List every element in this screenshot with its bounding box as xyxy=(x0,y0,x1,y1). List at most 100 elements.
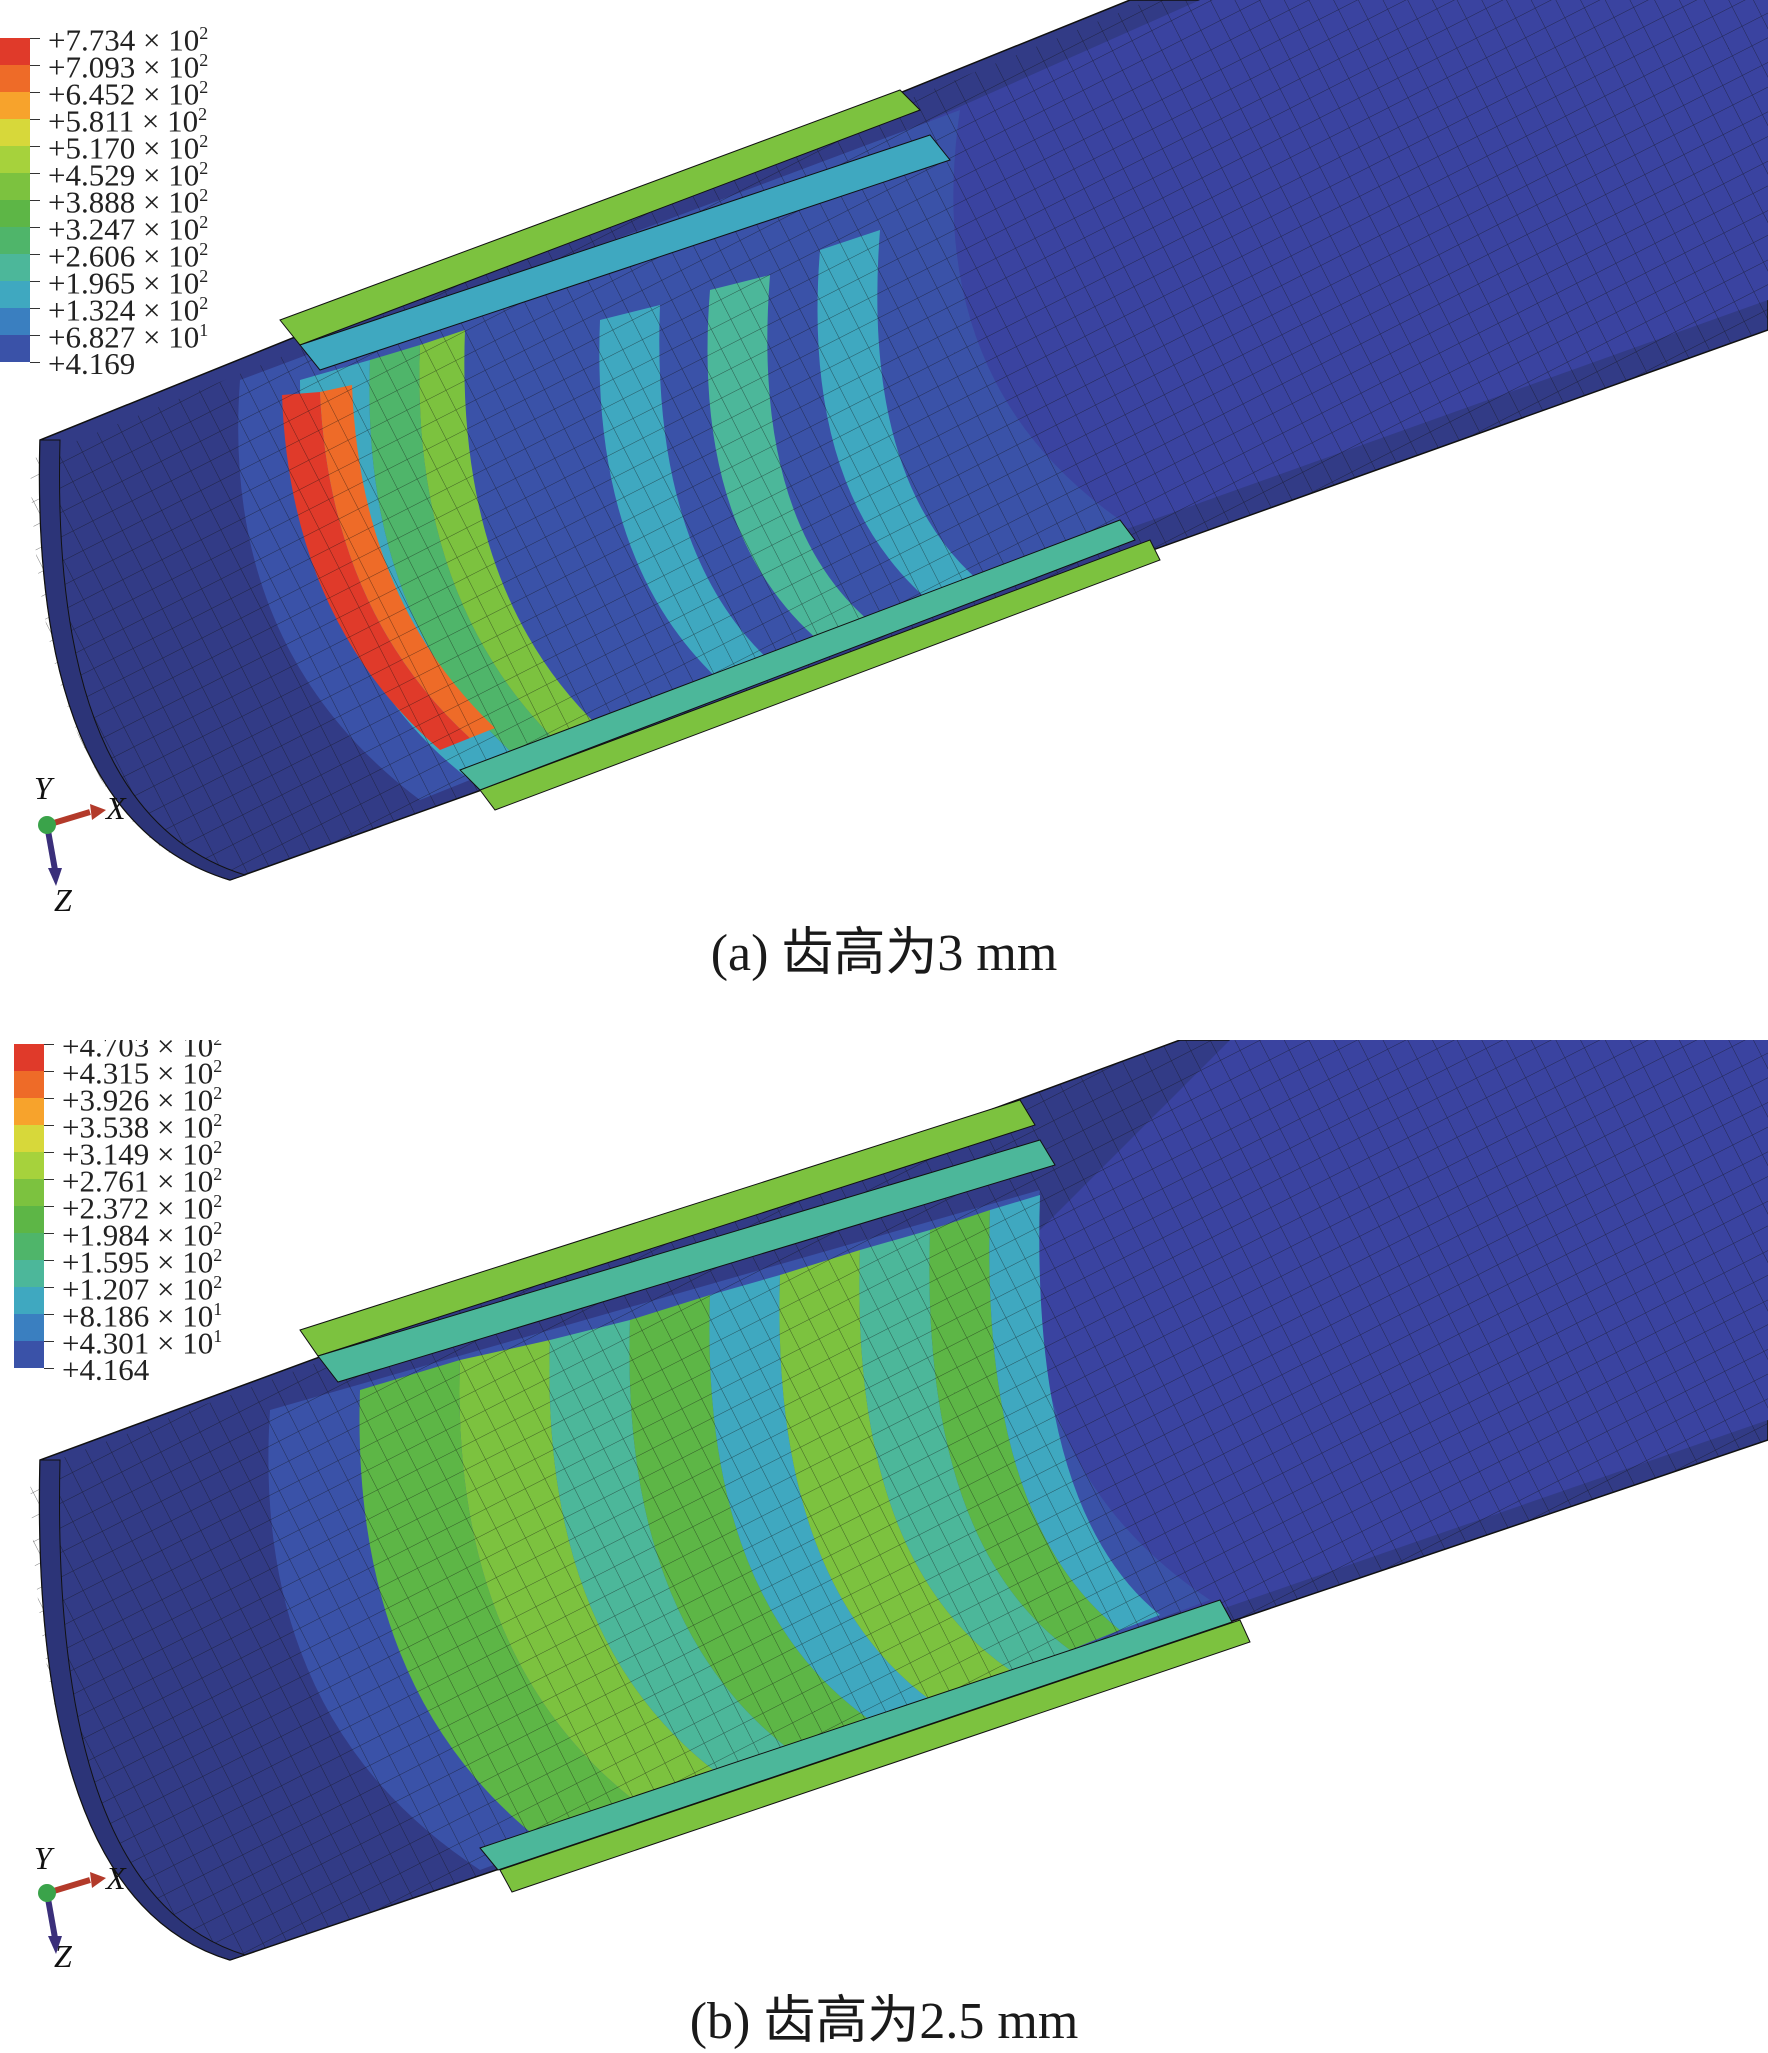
legend-mantissa: +3.149 xyxy=(62,1136,150,1172)
legend-exponent: 2 xyxy=(199,212,209,232)
legend-label: +8.186 × 101 xyxy=(62,1300,222,1331)
axis-triad-b: Y X Z xyxy=(20,1840,140,1968)
legend-mantissa: +1.324 xyxy=(48,292,136,328)
legend-tick xyxy=(44,1260,54,1261)
contour-plot-a: +7.734 × 102 +7.093 × 102 +6.452 × 102 +5.8… xyxy=(0,0,1768,915)
legend-mantissa: +2.606 xyxy=(48,238,136,274)
legend-tick xyxy=(30,308,40,309)
legend-swatch xyxy=(0,38,30,65)
legend-exponent: 1 xyxy=(199,320,209,340)
legend-tick xyxy=(30,254,40,255)
legend-times: × 10 xyxy=(149,1055,214,1091)
legend-times: × 10 xyxy=(135,22,200,58)
legend-swatch xyxy=(0,200,30,227)
legend-mantissa: +2.761 xyxy=(62,1163,150,1199)
legend-tick xyxy=(30,92,40,93)
legend-swatch xyxy=(14,1341,44,1368)
legend-tick xyxy=(30,65,40,66)
legend-swatch xyxy=(0,227,30,254)
legend-tick xyxy=(44,1179,54,1180)
legend-swatch xyxy=(14,1152,44,1179)
legend-times: × 10 xyxy=(149,1217,214,1253)
legend-mantissa: +3.247 xyxy=(48,211,136,247)
caption-a: (a) 齿高为3 mm xyxy=(710,925,1058,982)
axis-x-label: X xyxy=(106,790,126,826)
legend-entry: +1.324 × 102 xyxy=(0,294,260,335)
legend-exponent: 2 xyxy=(213,1218,223,1238)
legend-exponent: 2 xyxy=(213,1040,222,1049)
legend-swatch xyxy=(0,281,30,308)
legend-entry: +4.703 × 102 xyxy=(14,1040,274,1071)
legend-exponent: 2 xyxy=(199,185,209,205)
legend-label: +1.595 × 102 xyxy=(62,1246,222,1277)
legend-label: +2.372 × 102 xyxy=(62,1192,222,1223)
legend-mantissa: +8.186 xyxy=(62,1298,150,1334)
legend-times: × 10 xyxy=(135,49,200,85)
legend-times: × 10 xyxy=(135,265,200,301)
legend-swatch xyxy=(0,173,30,200)
legend-times: × 10 xyxy=(135,238,200,274)
legend-tick xyxy=(44,1125,54,1126)
legend-tick xyxy=(44,1233,54,1234)
legend-swatch xyxy=(14,1260,44,1287)
fe-model-b xyxy=(30,1040,1768,1961)
axis-z-label: Z xyxy=(54,1938,72,1968)
legend-entry: +3.888 × 102 xyxy=(0,186,260,227)
legend-mantissa: +2.372 xyxy=(62,1190,150,1226)
legend-entry: +7.734 × 102 xyxy=(0,24,260,65)
triad-icon xyxy=(38,804,106,886)
legend-entry: +6.827 × 101 xyxy=(0,321,260,362)
legend-tick xyxy=(44,1368,54,1369)
legend-mantissa: +5.811 xyxy=(48,103,135,139)
legend-times: × 10 xyxy=(149,1271,214,1307)
legend-entry: +1.595 × 102 xyxy=(14,1246,274,1287)
legend-times: × 10 xyxy=(149,1109,214,1145)
legend-tick xyxy=(30,38,40,39)
legend-exponent: 2 xyxy=(199,158,209,178)
legend-entry: +3.247 × 102 xyxy=(0,213,260,254)
legend-times: × 10 xyxy=(135,184,200,220)
legend-times: × 10 xyxy=(149,1163,214,1199)
legend-times: × 10 xyxy=(149,1190,214,1226)
legend-mantissa: +3.538 xyxy=(62,1109,150,1145)
legend-swatch xyxy=(14,1125,44,1152)
legend-entry: +4.169 xyxy=(0,348,260,389)
legend-entry: +4.164 xyxy=(14,1354,274,1395)
caption-b: (b) 齿高为2.5 mm xyxy=(689,1993,1079,2050)
legend-swatch xyxy=(14,1071,44,1098)
legend-mantissa: +6.452 xyxy=(48,76,136,112)
legend-times: × 10 xyxy=(135,211,200,247)
legend-swatch xyxy=(14,1233,44,1260)
legend-label: +3.149 × 102 xyxy=(62,1138,222,1169)
legend-label: +1.965 × 102 xyxy=(48,267,208,298)
legend-label: +1.984 × 102 xyxy=(62,1219,222,1250)
legend-entry: +3.149 × 102 xyxy=(14,1138,274,1179)
legend-entry: +6.452 × 102 xyxy=(0,78,260,119)
legend-exponent: 2 xyxy=(199,50,209,70)
legend-entry: +7.093 × 102 xyxy=(0,51,260,92)
legend-label: +3.888 × 102 xyxy=(48,186,208,217)
legend-tick xyxy=(44,1152,54,1153)
legend-mantissa: +7.734 xyxy=(48,22,136,58)
legend-label: +3.926 × 102 xyxy=(62,1084,222,1115)
legend-mantissa: +1.965 xyxy=(48,265,136,301)
legend-exponent: 2 xyxy=(199,77,209,97)
legend-entry: +3.926 × 102 xyxy=(14,1084,274,1125)
legend-label: +4.529 × 102 xyxy=(48,159,208,190)
legend-exponent: 2 xyxy=(213,1110,223,1130)
legend-swatch xyxy=(14,1206,44,1233)
legend-entry: +4.301 × 101 xyxy=(14,1327,274,1368)
legend-mantissa: +4.529 xyxy=(48,157,136,193)
legend-label: +3.538 × 102 xyxy=(62,1111,222,1142)
legend-entry: +4.529 × 102 xyxy=(0,159,260,200)
legend-label: +6.827 × 101 xyxy=(48,321,208,352)
legend-mantissa: +4.169 xyxy=(48,346,136,381)
legend-exponent: 2 xyxy=(213,1191,223,1211)
fe-model-a xyxy=(30,0,1768,881)
legend-swatch xyxy=(14,1098,44,1125)
legend-label: +1.324 × 102 xyxy=(48,294,208,325)
legend-exponent: 2 xyxy=(199,293,209,313)
legend-swatch xyxy=(0,335,30,362)
legend-times: × 10 xyxy=(149,1325,214,1361)
legend-tick xyxy=(30,362,40,363)
